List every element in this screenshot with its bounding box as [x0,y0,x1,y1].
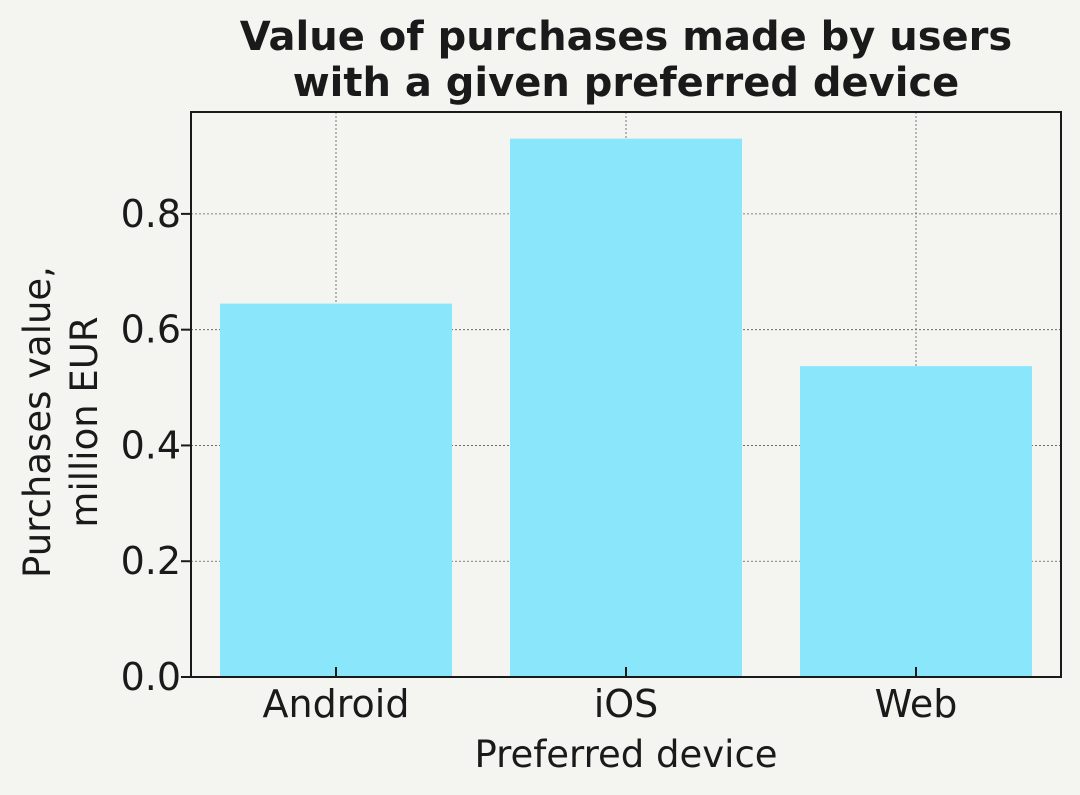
y-tick-label: 0.4 [121,423,181,467]
bars [220,138,1032,678]
y-tick-label: 0.2 [121,539,181,583]
y-axis-label-line-2: million EUR [63,316,106,527]
y-tick-label: 0.6 [121,308,181,352]
x-axis-label: Preferred device [474,733,777,776]
bar-ios [510,138,742,678]
bar-android [220,303,452,677]
x-tick-label-ios: iOS [594,682,659,726]
chart-title-line-2: with a given preferred device [293,60,960,106]
bar-web [800,366,1032,677]
y-tick-label: 0.8 [121,192,181,236]
tick-labels: 0.0 0.2 0.4 0.6 0.8 Android iOS Web [121,192,958,726]
y-tick-label: 0.0 [121,655,181,699]
x-tick-label-web: Web [875,682,958,726]
plot-area-frame [190,111,1062,678]
x-tick-label-android: Android [263,682,410,726]
y-axis-label: Purchases value, million EUR [16,266,106,578]
tick-marks [181,212,917,678]
y-axis-label-line-1: Purchases value, [16,266,59,578]
chart-title-line-1: Value of purchases made by users [240,14,1012,60]
